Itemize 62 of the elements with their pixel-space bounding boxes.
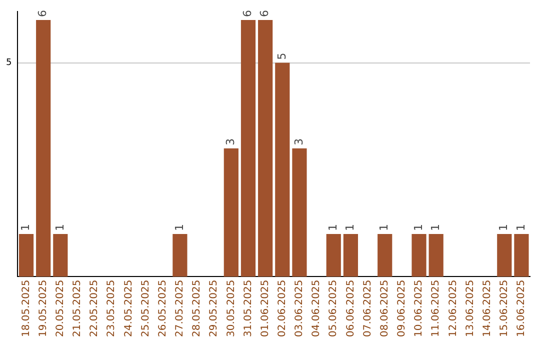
data-label: 6 [241,10,254,17]
data-label: 1 [497,224,510,231]
x-tick-label: 20.05.2025 [55,280,66,338]
bar [258,20,273,277]
x-tick-label: 08.06.2025 [379,280,390,338]
data-label: 6 [36,10,50,17]
x-tick-label: 03.06.2025 [294,280,306,338]
bar [53,234,68,277]
x-tick-label: 06.06.2025 [345,280,356,338]
bar [275,62,290,277]
bar [240,20,256,277]
data-label: 3 [292,138,306,146]
x-tick-label: 19.05.2025 [38,280,49,338]
bar [343,234,358,277]
bar [172,234,188,277]
data-label: 1 [172,224,186,231]
bar [18,234,34,277]
data-label: 1 [412,224,425,231]
data-label: 1 [514,224,528,231]
bar [428,234,444,277]
data-label: 6 [258,10,272,17]
x-tick-label: 10.06.2025 [414,280,425,338]
x-tick-label: 02.06.2025 [276,280,288,338]
x-tick-label: 14.06.2025 [482,280,493,338]
x-tick-label: 23.05.2025 [106,280,118,338]
x-tick-label: 18.05.2025 [20,280,32,338]
data-label: 5 [275,52,288,60]
x-tick-label: 27.05.2025 [174,280,186,338]
bar [497,234,512,277]
data-label: 1 [428,224,442,231]
x-tick-label: 04.06.2025 [311,280,322,338]
x-tick-label: 24.05.2025 [123,280,134,338]
x-tick-label: 29.05.2025 [208,280,220,338]
data-label: 1 [378,224,391,231]
bar [292,148,307,277]
x-tick-label: 13.06.2025 [464,280,476,338]
bar [326,234,341,277]
data-label: 1 [19,224,32,231]
bar [412,234,426,277]
bar [36,20,51,277]
x-tick-label: 07.06.2025 [362,280,374,338]
x-tick-label: 25.05.2025 [140,280,152,338]
x-tick-label: 15.06.2025 [498,280,510,338]
x-tick-label: 30.05.2025 [226,280,237,338]
x-tick-label: 16.06.2025 [516,280,528,338]
x-tick-label: 22.05.2025 [89,280,100,338]
x-tick-label: 28.05.2025 [192,280,203,338]
x-tick-label: 21.05.2025 [72,280,84,338]
data-label: 3 [224,138,238,146]
data-label: 1 [344,224,357,231]
x-tick-label: 31.05.2025 [242,280,254,338]
bar [378,234,392,277]
data-label: 1 [53,224,66,231]
x-tick-label: 05.06.2025 [328,280,340,338]
x-tick-label: 01.06.2025 [260,280,271,338]
x-tick-label: 09.06.2025 [396,280,408,338]
data-label: 1 [326,224,340,231]
bar [514,234,529,277]
x-tick-label: 11.06.2025 [430,280,442,338]
bar [224,148,238,277]
x-tick-label: 26.05.2025 [157,280,168,338]
x-tick-label: 12.06.2025 [448,280,459,338]
